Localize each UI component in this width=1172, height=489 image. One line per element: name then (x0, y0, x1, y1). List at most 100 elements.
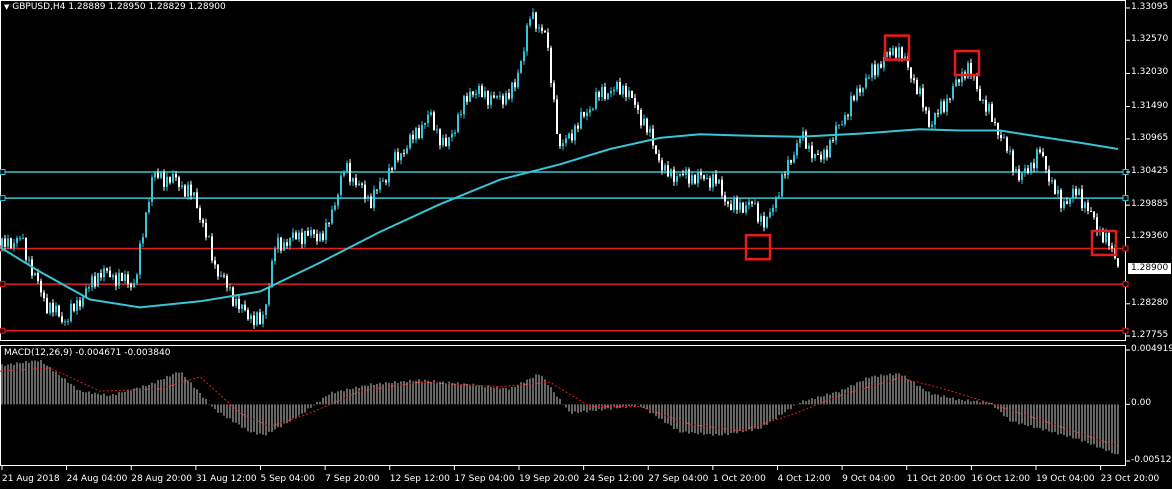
bull-candle-body (592, 108, 594, 110)
horizontal-levels[interactable] (0, 169, 1129, 334)
bear-candle-body (688, 169, 690, 184)
bear-candle-body (1018, 169, 1020, 180)
price-tick-label: 1.32570 (1131, 34, 1169, 45)
bear-candle-body (646, 118, 648, 133)
bull-candle-body (409, 134, 411, 149)
bear-candle-body (349, 163, 351, 182)
bear-candle-body (544, 30, 546, 33)
bull-candle-body (1105, 232, 1107, 243)
bull-candle-body (574, 125, 576, 141)
bear-candle-body (784, 174, 786, 176)
price-tick-label: 1.29885 (1131, 199, 1169, 210)
bull-candle-body (268, 287, 270, 305)
candlesticks (1, 8, 1119, 329)
bear-candle-body (472, 91, 474, 95)
bear-candle-body (994, 121, 996, 123)
moving-average-path (0, 128, 1119, 309)
bull-candle-body (235, 298, 237, 306)
bull-candle-body (862, 87, 864, 93)
bull-candle-body (739, 202, 741, 210)
macd-tick-label: -0.005128 (1131, 455, 1172, 465)
bull-candle-body (451, 133, 453, 138)
bear-candle-body (433, 112, 435, 130)
bear-candle-body (403, 153, 405, 155)
bear-candle-body (895, 48, 897, 58)
bull-candle-body (496, 95, 498, 98)
bear-candle-body (397, 152, 399, 161)
time-tick-label: 23 Oct 20:00 (1100, 474, 1160, 484)
bull-candle-body (484, 91, 486, 97)
bear-candle-body (58, 305, 60, 317)
bull-candle-body (1069, 198, 1071, 204)
bear-candle-body (223, 275, 225, 277)
bear-candle-body (925, 107, 927, 111)
bear-candle-body (598, 92, 600, 97)
bear-candle-body (859, 88, 861, 93)
bull-candle-body (931, 124, 933, 127)
bull-candle-body (775, 197, 777, 208)
bull-candle-body (436, 129, 438, 131)
price-tick-label: 1.31490 (1131, 100, 1169, 111)
red-square-marker (1090, 229, 1118, 257)
bull-candle-body (613, 89, 615, 92)
bull-candle-body (679, 173, 681, 177)
macd-tick-label: 0.004919 (1131, 344, 1172, 354)
bear-candle-body (217, 264, 219, 277)
bull-candle-body (1015, 169, 1017, 172)
bull-candle-body (352, 177, 354, 182)
bear-candle-body (907, 56, 909, 68)
bull-candle-body (877, 64, 879, 76)
bull-candle-body (676, 176, 678, 182)
bull-candle-body (67, 321, 69, 323)
bull-candle-body (649, 128, 651, 133)
bull-candle-body (1021, 172, 1023, 180)
bear-candle-body (943, 101, 945, 112)
bear-candle-body (661, 160, 663, 171)
bull-candle-body (886, 51, 888, 58)
bull-candle-body (70, 303, 72, 322)
bull-candle-body (343, 172, 345, 176)
bull-candle-body (1003, 137, 1005, 139)
bull-candle-body (748, 201, 750, 206)
bull-candle-body (841, 124, 843, 126)
bear-candle-body (1096, 217, 1098, 232)
bull-candle-body (277, 237, 279, 249)
bear-candle-body (910, 67, 912, 79)
bull-candle-body (172, 174, 174, 183)
bull-candle-body (358, 183, 360, 186)
bull-candle-body (898, 47, 900, 58)
bear-candle-body (52, 302, 54, 313)
bear-candle-body (364, 184, 366, 199)
bear-candle-body (673, 169, 675, 182)
bull-candle-body (394, 152, 396, 170)
bear-candle-body (127, 274, 129, 284)
bull-candle-body (781, 174, 783, 197)
bear-candle-body (1060, 190, 1062, 208)
bear-candle-body (667, 165, 669, 177)
bull-candle-body (55, 305, 57, 313)
bear-candle-body (376, 189, 378, 191)
bear-candle-body (100, 273, 102, 278)
level-markers[interactable] (744, 34, 1118, 261)
bull-candle-body (187, 184, 189, 197)
bear-candle-body (655, 145, 657, 154)
bear-candle-body (817, 153, 819, 155)
bear-candle-body (811, 145, 813, 159)
bear-candle-body (853, 96, 855, 101)
bear-candle-body (1045, 156, 1047, 170)
bear-candle-body (307, 230, 309, 236)
bull-candle-body (250, 315, 252, 320)
bear-candle-body (757, 203, 759, 222)
bear-candle-body (514, 82, 516, 88)
bull-candle-body (34, 273, 36, 276)
bull-candle-body (91, 276, 93, 288)
bull-candle-body (802, 131, 804, 139)
bull-candle-body (778, 196, 780, 198)
bull-candle-body (814, 153, 816, 159)
bull-candle-body (538, 27, 540, 29)
bull-candle-body (118, 272, 120, 286)
bear-candle-body (439, 129, 441, 146)
level-handle (0, 169, 6, 175)
